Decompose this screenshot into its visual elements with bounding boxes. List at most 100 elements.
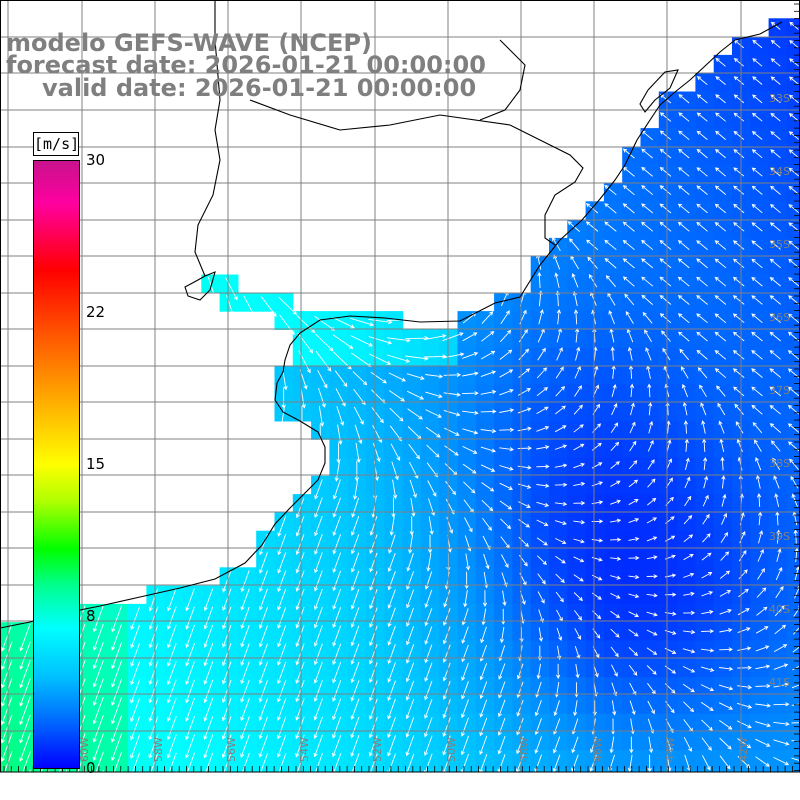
- wind-arrow: [405, 355, 429, 361]
- wind-arrow: [277, 552, 287, 574]
- wind-arrow: [77, 751, 86, 772]
- wind-arrow: [479, 663, 488, 681]
- wind-arrow: [629, 700, 636, 715]
- wind-arrow: [187, 752, 196, 772]
- speed-cell: [347, 768, 367, 772]
- wind-arrow: [738, 550, 747, 562]
- wind-arrow: [680, 366, 689, 379]
- wind-arrow: [240, 716, 250, 740]
- wind-arrow: [482, 590, 488, 607]
- wind-arrow: [167, 588, 177, 612]
- wind-arrow: [515, 754, 524, 772]
- wind-arrow: [700, 684, 715, 692]
- wind-arrow: [572, 773, 579, 790]
- wind-arrow: [700, 666, 715, 672]
- wind-arrow: [701, 590, 714, 597]
- wind-arrow: [222, 643, 232, 667]
- wind-arrow: [300, 387, 306, 409]
- speed-cell: [329, 768, 349, 772]
- wind-arrow: [574, 610, 583, 621]
- speed-cell: [567, 768, 587, 772]
- wind-arrow: [756, 587, 767, 598]
- wind-arrow: [647, 478, 656, 488]
- wind-arrow: [573, 443, 585, 451]
- wind-arrow: [332, 334, 354, 349]
- wind-arrow: [568, 238, 580, 251]
- wind-arrow: [718, 420, 725, 434]
- wind-arrow: [336, 442, 341, 464]
- wind-arrow: [442, 662, 451, 682]
- wind-arrow: [554, 272, 560, 288]
- wind-arrow: [629, 682, 637, 696]
- wind-arrow: [628, 629, 639, 637]
- wind-arrow: [240, 625, 250, 648]
- wind-arrow: [376, 771, 378, 772]
- wind-arrow: [387, 607, 396, 628]
- wind-arrow: [733, 167, 745, 177]
- wind-arrow: [405, 662, 415, 683]
- wind-arrow: [776, 548, 782, 562]
- wind-arrow: [295, 533, 305, 556]
- wind-arrow: [410, 498, 416, 518]
- wind-arrow: [622, 148, 635, 159]
- wind-arrow: [314, 515, 323, 537]
- wind-arrow: [258, 661, 269, 685]
- wind-arrow: [65, 769, 68, 772]
- wind-arrow: [553, 254, 561, 270]
- wind-arrow: [641, 221, 654, 232]
- wind-arrow: [148, 661, 159, 686]
- wind-arrow: [773, 663, 789, 670]
- wind-arrow: [701, 420, 706, 434]
- wind-arrow: [555, 386, 566, 397]
- speed-cell: [18, 768, 38, 772]
- wind-arrow: [442, 626, 451, 645]
- wind-arrow: [536, 387, 549, 397]
- wind-arrow: [332, 643, 342, 666]
- wind-arrow: [205, 752, 214, 772]
- wind-arrow: [426, 553, 432, 572]
- wind-arrow: [751, 276, 763, 287]
- wind-arrow: [480, 370, 497, 378]
- wind-arrow: [405, 735, 415, 757]
- wind-arrow: [715, 130, 726, 140]
- wind-arrow: [425, 391, 443, 399]
- wind-arrow: [130, 606, 141, 631]
- wind-arrow: [185, 734, 196, 759]
- wind-arrow: [756, 493, 762, 507]
- wind-arrow: [168, 752, 177, 772]
- wind-arrow: [332, 716, 342, 739]
- wind-arrow: [175, 770, 177, 772]
- wind-arrow: [554, 520, 567, 526]
- wind-arrow: [556, 627, 563, 641]
- wind-arrow: [0, 733, 13, 762]
- wind-arrow: [499, 369, 514, 378]
- wind-arrow: [258, 570, 268, 593]
- wind-arrow: [647, 773, 651, 790]
- coastline: [0, 0, 783, 629]
- wind-arrow: [389, 516, 395, 536]
- wind-arrow: [610, 537, 622, 542]
- wind-arrow: [387, 698, 396, 720]
- wind-arrow: [167, 624, 177, 649]
- wind-arrow: [386, 354, 411, 363]
- wind-arrow: [701, 737, 712, 751]
- wind-arrow: [696, 313, 708, 324]
- wind-arrow: [258, 698, 269, 722]
- latitude-labels: 33S 34S 35S 36S 37S 38S 39S 40S 41S: [769, 92, 790, 689]
- wind-arrow: [755, 645, 770, 652]
- wind-arrow: [537, 573, 546, 585]
- wind-arrow: [518, 519, 530, 528]
- speed-cell: [786, 567, 800, 587]
- wind-arrow: [390, 443, 401, 461]
- wind-arrow: [113, 751, 123, 772]
- wind-arrow: [92, 696, 104, 725]
- wind-arrow: [516, 717, 524, 736]
- wind-arrow: [555, 405, 566, 415]
- wind-arrow: [646, 647, 658, 655]
- wind-arrow: [573, 404, 583, 415]
- wind-arrow: [443, 372, 462, 377]
- wind-arrow: [423, 753, 433, 772]
- wind-arrow: [314, 479, 323, 500]
- wind-arrow: [681, 383, 689, 398]
- wind-arrow: [351, 497, 360, 518]
